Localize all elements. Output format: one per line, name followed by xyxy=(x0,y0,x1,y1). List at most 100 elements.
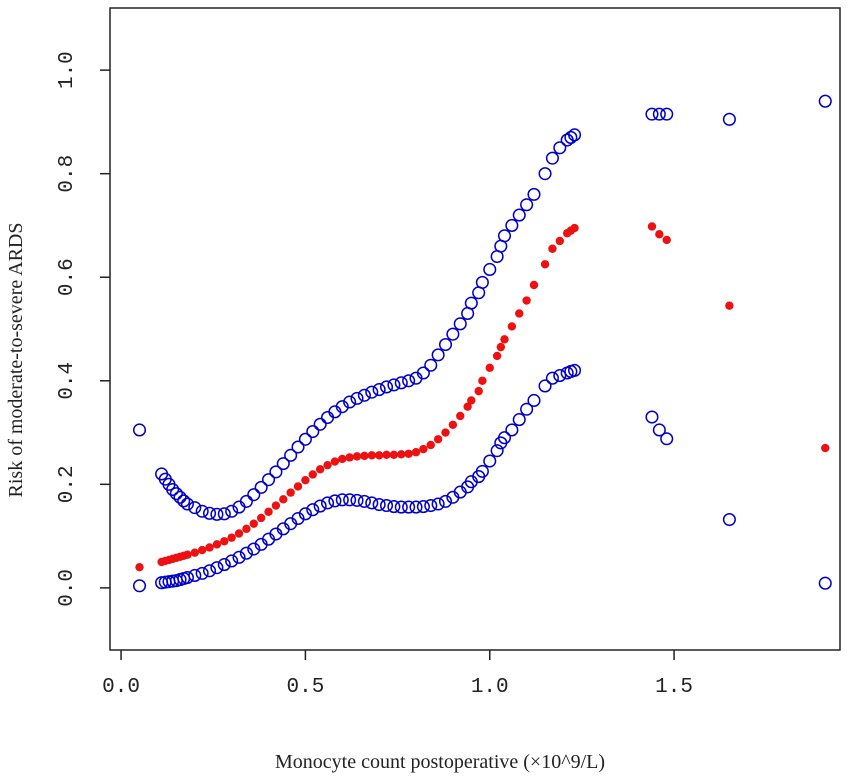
estimate-point xyxy=(540,260,550,269)
ci-point xyxy=(652,423,666,437)
ci-point xyxy=(553,369,567,383)
estimate-point xyxy=(441,428,450,437)
ci-point xyxy=(394,500,408,514)
ci-point xyxy=(490,444,504,458)
ci-point xyxy=(394,376,408,390)
estimate-point xyxy=(315,465,325,474)
estimate-point xyxy=(338,454,347,464)
ci-point xyxy=(505,423,519,437)
ci-point xyxy=(284,448,298,462)
ci-point xyxy=(660,107,674,121)
ci-point xyxy=(343,395,357,409)
ci-point xyxy=(225,504,239,518)
estimate-point xyxy=(570,223,579,233)
ci-point xyxy=(424,358,438,372)
estimate-point xyxy=(301,475,310,485)
plot-frame xyxy=(109,7,841,651)
estimate-point xyxy=(183,550,192,559)
estimate-point xyxy=(467,396,476,405)
ci-point xyxy=(372,497,386,512)
estimate-point xyxy=(242,524,251,534)
ci-point xyxy=(512,208,526,222)
ci-point xyxy=(269,465,283,479)
ci-point xyxy=(247,542,261,556)
ci-point xyxy=(335,400,349,414)
ci-point xyxy=(379,499,394,513)
ci-point xyxy=(357,388,371,402)
estimate-point xyxy=(227,533,236,542)
estimate-point xyxy=(522,296,531,305)
estimate-point xyxy=(360,451,369,461)
ci-point xyxy=(225,554,239,568)
x-axis-label: Monocyte count postoperative (×10^9/L) xyxy=(275,751,605,773)
estimate-point xyxy=(555,236,564,246)
estimate-point xyxy=(474,386,483,396)
ci-point xyxy=(538,379,552,393)
estimate-point xyxy=(220,537,229,546)
ci-point xyxy=(239,546,253,560)
ci-point xyxy=(722,112,736,126)
y-axis: 0.0 0.2 0.4 0.6 0.8 1.0 xyxy=(56,51,110,607)
estimate-point xyxy=(485,363,494,373)
ci-point xyxy=(195,504,209,518)
ci-point xyxy=(475,464,489,478)
ci-point xyxy=(402,374,416,388)
estimate-point xyxy=(330,457,340,466)
ci-point xyxy=(409,500,423,514)
estimate-point xyxy=(308,470,317,479)
ci-point xyxy=(438,337,453,352)
ci-point xyxy=(372,383,386,397)
plot-points xyxy=(132,94,832,593)
y-axis-label: Risk of moderate-to-severe ARDS xyxy=(5,223,27,498)
y-tick-label: 0.8 xyxy=(56,155,79,193)
ci-point xyxy=(527,187,541,201)
estimate-point xyxy=(212,540,222,549)
estimate-point xyxy=(492,351,502,361)
estimate-point xyxy=(655,230,664,239)
estimate-point xyxy=(515,309,524,318)
ci-point xyxy=(379,380,394,394)
ci-point xyxy=(247,488,261,502)
ci-point xyxy=(169,487,183,501)
ci-point xyxy=(306,503,320,517)
ci-point xyxy=(475,275,489,289)
x-tick-label: 0.5 xyxy=(286,676,324,699)
ci-point xyxy=(335,493,349,507)
ci-point xyxy=(350,391,364,405)
ci-point xyxy=(483,454,497,468)
estimate-point xyxy=(507,322,517,331)
estimate-point xyxy=(389,450,399,460)
ci-point xyxy=(431,497,445,511)
estimate-point xyxy=(190,548,199,557)
ci-point xyxy=(177,494,191,508)
ci-point xyxy=(357,494,371,508)
ci-point xyxy=(512,413,526,427)
ci-point xyxy=(567,363,582,377)
ci-point xyxy=(239,494,253,508)
estimate-point xyxy=(256,513,266,523)
estimate-point xyxy=(433,435,443,444)
ci-point xyxy=(564,130,578,144)
estimate-point xyxy=(271,501,281,510)
estimate-point xyxy=(647,222,657,231)
ci-point xyxy=(254,480,268,494)
estimate-point xyxy=(529,280,539,290)
estimate-point xyxy=(345,453,354,462)
ci-point xyxy=(195,566,209,580)
estimate-point xyxy=(286,488,295,497)
y-tick-label: 0.4 xyxy=(56,362,79,400)
ci-point xyxy=(553,141,567,155)
ci-point xyxy=(505,218,519,233)
ci-point xyxy=(276,457,290,471)
ci-point xyxy=(818,94,832,108)
estimate-point xyxy=(419,444,428,454)
ci-point xyxy=(188,568,202,582)
ci-point xyxy=(217,558,231,572)
x-axis: 0.0 0.5 1.0 1.5 xyxy=(102,650,693,699)
series-upper-95-ci xyxy=(132,94,832,521)
ci-point xyxy=(660,432,674,446)
ci-point xyxy=(291,511,305,526)
estimate-point xyxy=(548,244,557,253)
estimate-point xyxy=(264,507,273,516)
ci-point xyxy=(365,385,379,399)
